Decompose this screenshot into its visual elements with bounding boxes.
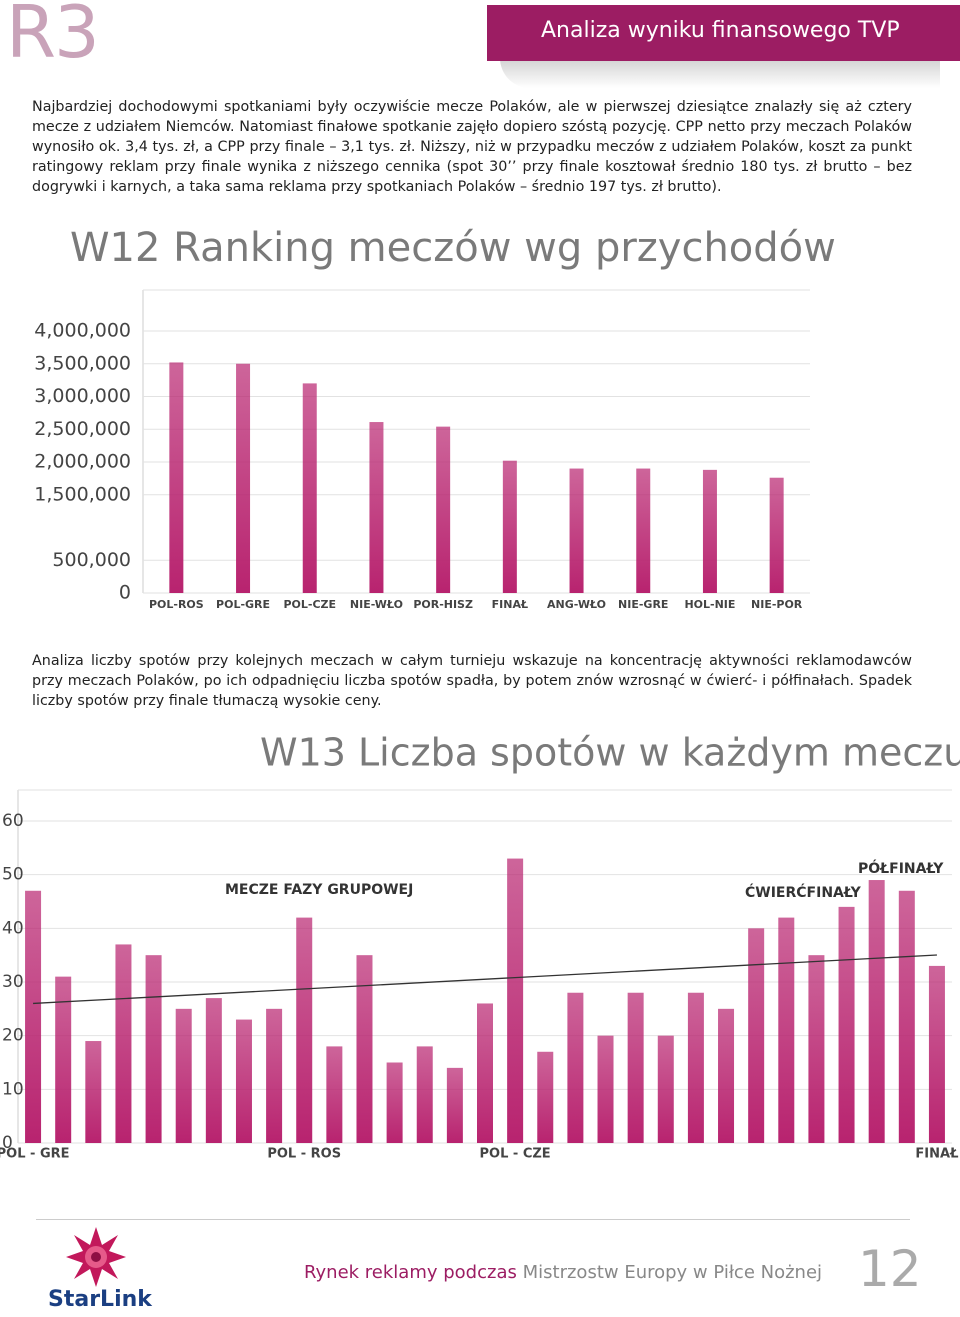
bar [386, 1062, 403, 1143]
bar [326, 1046, 343, 1143]
y-tick-label: 1,500,000 [34, 483, 131, 505]
bar [235, 1019, 252, 1143]
bar [627, 992, 644, 1143]
bar [567, 992, 584, 1143]
header-shadow [500, 58, 940, 88]
x-tick-label: POR-HISZ [413, 598, 473, 611]
footer-lead: Rynek reklamy podczas [304, 1262, 517, 1283]
bar [636, 468, 651, 593]
annotation: MECZE FAZY GRUPOWEJ [225, 882, 413, 898]
bar [436, 426, 451, 593]
bar [356, 955, 373, 1143]
y-tick-label: 60 [2, 811, 24, 831]
footer-text: Rynek reklamy podczas Mistrzostw Europy … [304, 1262, 822, 1283]
bar [175, 1008, 192, 1143]
bar [702, 469, 717, 593]
y-tick-label: 3,500,000 [34, 352, 131, 374]
y-tick-label: 2,000,000 [34, 451, 131, 473]
bar [502, 460, 517, 593]
bar [25, 890, 42, 1143]
bar [748, 928, 765, 1143]
bar [477, 1003, 493, 1143]
y-tick-label: 30 [2, 972, 24, 992]
y-tick-label: 2,500,000 [34, 418, 131, 440]
annotation: PÓŁFINAŁY [858, 859, 944, 877]
bar [718, 1008, 735, 1143]
paragraph: Najbardziej dochodowymi spotkaniami były… [32, 99, 912, 195]
bar [898, 890, 915, 1143]
y-tick-label: 0 [2, 1133, 13, 1153]
x-tick-label: POL - GRE [0, 1147, 70, 1162]
bar [115, 944, 132, 1143]
y-tick-label: 4,000,000 [34, 320, 131, 342]
bar [537, 1051, 554, 1143]
bar [838, 906, 855, 1143]
x-tick-label: POL-ROS [149, 598, 204, 611]
bar [569, 468, 584, 593]
footer-rule [36, 1219, 910, 1220]
bar [928, 965, 945, 1143]
x-tick-label: FINAŁ [915, 1147, 958, 1162]
x-tick-label: POL - CZE [480, 1147, 551, 1162]
header-title: Analiza wyniku finansowego TVP [541, 18, 900, 43]
bar [55, 976, 72, 1143]
bar [145, 955, 162, 1143]
y-tick-label: 500,000 [52, 549, 131, 571]
footer-rest: Mistrzostw Europy w Piłce Nożnej [522, 1262, 823, 1283]
section-code: R3 [6, 0, 100, 74]
bar [657, 1035, 674, 1143]
bar [296, 917, 313, 1143]
bar [302, 383, 317, 593]
x-tick-label: NIE-POR [751, 598, 803, 611]
bar [769, 477, 784, 593]
y-tick-label: 40 [2, 918, 24, 938]
annotation: ĆWIERĆFINAŁY [745, 883, 862, 901]
bar [205, 998, 222, 1143]
bar [597, 1035, 614, 1143]
x-tick-label: FINAŁ [492, 598, 528, 611]
logo-text: StarLink [48, 1287, 153, 1312]
x-tick-label: NIE-GRE [618, 598, 668, 611]
bar [369, 422, 384, 593]
bar [507, 858, 524, 1143]
x-tick-label: POL-CZE [283, 598, 336, 611]
page-number: 12 [858, 1240, 922, 1298]
x-tick-label: HOL-NIE [684, 598, 735, 611]
y-tick-label: 50 [2, 865, 24, 885]
bar [236, 363, 251, 593]
x-tick-label: POL - ROS [267, 1147, 341, 1162]
logo: StarLink [48, 1227, 153, 1312]
x-tick-label: ANG-WŁO [547, 598, 606, 611]
y-tick-label: 0 [119, 582, 131, 604]
bar [778, 917, 795, 1143]
logo-star [66, 1227, 126, 1287]
bar [416, 1046, 433, 1143]
chart-title: W13 Liczba spotów w każdym meczu [260, 731, 960, 775]
y-tick-label: 10 [2, 1079, 24, 1099]
bar [266, 1008, 283, 1143]
bar [446, 1067, 463, 1143]
trend-line [33, 954, 937, 1005]
bar [808, 955, 825, 1143]
bar [169, 362, 184, 593]
x-tick-label: NIE-WŁO [350, 598, 403, 611]
y-tick-label: 20 [2, 1026, 24, 1046]
bar [85, 1041, 102, 1143]
header-banner [487, 5, 960, 61]
bar [868, 880, 885, 1143]
x-tick-label: POL-GRE [216, 598, 270, 611]
chart-title: W12 Ranking meczów wg przychodów [70, 225, 836, 271]
paragraph: Analiza liczby spotów przy kolejnych mec… [32, 653, 912, 709]
chart: W12 Ranking meczów wg przychodów 0 500,000… [34, 225, 836, 611]
y-tick-label: 3,000,000 [34, 385, 131, 407]
bar [687, 992, 704, 1143]
chart: W13 Liczba spotów w każdym meczu 0 10 20 30 4… [0, 731, 960, 1162]
